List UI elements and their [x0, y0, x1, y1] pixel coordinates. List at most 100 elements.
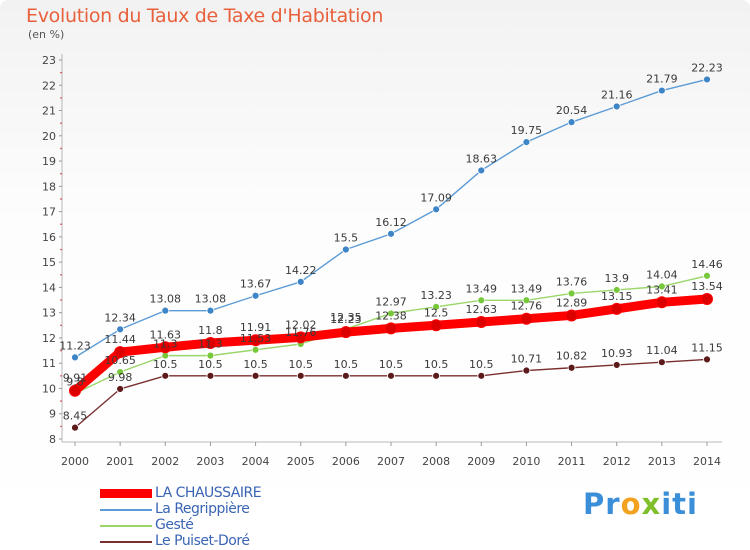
data-label-la-regrippiere: 13.67 [240, 278, 272, 291]
data-label-geste: 11.3 [153, 338, 178, 351]
x-tick-label: 2011 [558, 455, 586, 468]
y-tick-label: 22 [42, 79, 56, 92]
y-minor-tick [60, 122, 62, 124]
data-point-geste [206, 351, 215, 360]
data-point-la-regrippiere [567, 118, 576, 127]
y-minor-tick [60, 400, 62, 402]
data-point-le-puiset-dore [477, 371, 486, 380]
data-label-geste: 13.76 [556, 275, 588, 288]
data-label-la-chaussaire: 12.63 [466, 303, 498, 316]
data-point-la-regrippiere [612, 102, 621, 111]
data-label-geste: 13.23 [420, 289, 452, 302]
x-tick-label: 2008 [422, 455, 450, 468]
data-point-la-regrippiere [71, 353, 79, 362]
data-point-la-chaussaire [385, 322, 397, 335]
data-point-geste [612, 286, 621, 294]
data-point-la-regrippiere [703, 75, 711, 84]
data-point-le-puiset-dore [567, 363, 576, 372]
y-minor-tick [60, 223, 62, 226]
data-point-la-chaussaire [69, 384, 81, 397]
data-label-la-chaussaire: 13.54 [691, 280, 723, 293]
data-point-geste [387, 309, 395, 318]
data-label-la-chaussaire: 12.89 [556, 296, 588, 309]
x-tick-label: 2006 [332, 455, 360, 468]
data-point-le-puiset-dore [657, 358, 666, 367]
data-label-la-chaussaire: 12.5 [424, 306, 449, 319]
data-label-le-puiset-dore: 10.5 [334, 358, 359, 371]
data-point-la-chaussaire [610, 302, 623, 315]
data-label-la-regrippiere: 15.5 [334, 232, 359, 245]
data-point-le-puiset-dore [161, 371, 170, 380]
data-label-le-puiset-dore: 10.5 [469, 358, 494, 371]
x-tick-label: 2014 [693, 455, 721, 468]
data-point-la-regrippiere [296, 277, 305, 286]
legend-label: Le Puiset-Doré [155, 533, 250, 549]
y-minor-tick [60, 273, 62, 276]
data-point-le-puiset-dore [251, 371, 260, 380]
data-label-le-puiset-dore: 9.98 [108, 371, 133, 384]
y-unit-label: (en %) [28, 28, 65, 41]
y-tick-label: 21 [42, 105, 56, 118]
data-point-le-puiset-dore [612, 361, 621, 369]
data-point-la-regrippiere [251, 291, 260, 300]
x-tick-label: 2013 [648, 455, 676, 468]
data-label-la-regrippiere: 16.12 [375, 216, 407, 229]
data-point-la-chaussaire [655, 296, 668, 309]
data-point-la-regrippiere [522, 138, 531, 147]
legend-swatch-la-regrippiere [100, 509, 152, 511]
data-point-le-puiset-dore [341, 371, 350, 380]
data-label-le-puiset-dore: 10.5 [379, 358, 404, 371]
data-point-la-chaussaire [520, 312, 533, 325]
y-tick-label: 9 [49, 408, 56, 421]
y-tick-label: 20 [42, 130, 56, 143]
data-label-la-chaussaire: 11.91 [240, 321, 272, 334]
data-label-la-regrippiere: 19.75 [511, 124, 543, 137]
y-tick-label: 8 [49, 433, 56, 446]
data-point-la-regrippiere [387, 229, 395, 238]
data-point-geste [522, 296, 531, 305]
y-tick-label: 14 [42, 281, 56, 294]
data-point-la-regrippiere [206, 306, 215, 315]
legend-label: Gesté [155, 517, 194, 533]
data-label-geste: 11.3 [198, 338, 223, 351]
x-tick-label: 2007 [377, 455, 405, 468]
y-minor-tick [60, 375, 62, 377]
data-label-le-puiset-dore: 10.5 [153, 358, 178, 371]
y-tick-label: 19 [42, 155, 56, 168]
y-minor-tick [60, 172, 62, 175]
x-tick-label: 2003 [196, 455, 224, 468]
x-tick-label: 2000 [61, 455, 89, 468]
data-point-la-chaussaire [159, 341, 172, 354]
x-tick-label: 2010 [512, 455, 540, 468]
data-label-le-puiset-dore: 10.82 [556, 350, 588, 363]
data-point-le-puiset-dore [71, 423, 79, 432]
data-label-le-puiset-dore: 10.5 [424, 358, 449, 371]
data-label-la-regrippiere: 18.63 [466, 152, 498, 165]
data-point-la-regrippiere [116, 325, 125, 334]
data-point-la-chaussaire [430, 319, 443, 332]
data-label-le-puiset-dore: 8.45 [63, 410, 88, 423]
data-point-geste [477, 296, 486, 305]
x-tick-label: 2012 [603, 455, 631, 468]
data-point-la-chaussaire [204, 336, 217, 349]
data-point-geste [116, 368, 125, 376]
data-point-la-regrippiere [341, 245, 350, 254]
data-point-le-puiset-dore [296, 371, 305, 380]
data-label-geste: 13.9 [604, 272, 629, 285]
data-label-geste: 12.97 [375, 295, 407, 308]
data-label-la-regrippiere: 21.79 [646, 73, 678, 86]
data-label-la-chaussaire: 9.91 [63, 372, 88, 385]
data-label-geste: 11.53 [240, 332, 272, 345]
data-point-la-chaussaire [565, 309, 578, 322]
y-tick-label: 15 [42, 256, 56, 269]
data-label-la-regrippiere: 14.22 [285, 264, 317, 277]
data-label-le-puiset-dore: 10.5 [243, 358, 268, 371]
y-minor-tick [60, 324, 62, 327]
y-tick-label: 17 [42, 206, 56, 219]
data-point-geste [432, 302, 441, 311]
data-label-geste: 13.49 [466, 282, 498, 295]
data-label-geste: 11.76 [285, 326, 317, 339]
data-label-le-puiset-dore: 11.15 [691, 341, 723, 354]
data-label-geste: 14.04 [646, 268, 678, 281]
